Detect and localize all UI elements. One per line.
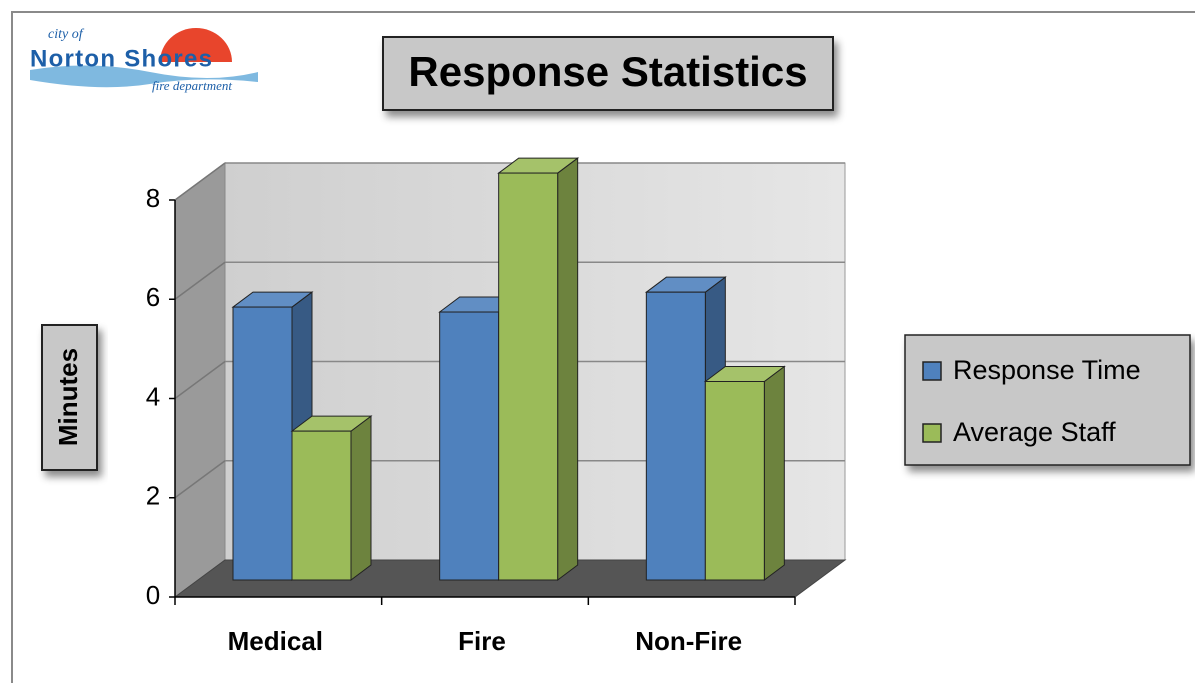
legend: [904, 334, 1191, 466]
logo-text: fire department: [152, 78, 232, 93]
y-tick-label: 6: [146, 282, 160, 312]
legend-label: Response Time: [953, 355, 1141, 385]
logo-wave: [30, 65, 258, 88]
bar: [498, 172, 559, 581]
bar: [291, 430, 352, 581]
y-tick-label: 2: [146, 481, 160, 511]
grid-line: [174, 460, 226, 499]
y-tick-label: 8: [146, 183, 160, 213]
title-box: [382, 36, 834, 111]
bar-side: [763, 365, 785, 581]
logo-text: Norton Shores: [30, 45, 212, 72]
bar: [645, 291, 706, 581]
y-tick-label: 4: [146, 381, 160, 411]
grid-line: [174, 261, 226, 300]
y-axis-label: Minutes: [53, 348, 83, 446]
grid-line: [174, 360, 226, 400]
legend-label: Average Staff: [953, 417, 1116, 447]
bar: [232, 306, 293, 581]
bar: [439, 311, 500, 581]
x-tick-label: Fire: [458, 626, 506, 656]
legend-swatch: [922, 361, 942, 381]
x-tick-label: Medical: [228, 626, 323, 656]
logo-text: city of: [48, 27, 85, 42]
bar: [704, 381, 765, 581]
logo: city of Norton Shores fire department: [30, 27, 258, 93]
y-label-box: [41, 324, 98, 471]
bar-side: [557, 157, 579, 581]
x-tick-label: Non-Fire: [635, 626, 742, 656]
y-tick-label: 0: [146, 580, 160, 610]
bar-side: [350, 415, 372, 581]
grid-line: [174, 162, 226, 201]
chart-title: Response Statistics: [408, 48, 807, 95]
logo-sun: [160, 28, 232, 62]
legend-swatch: [922, 423, 942, 443]
